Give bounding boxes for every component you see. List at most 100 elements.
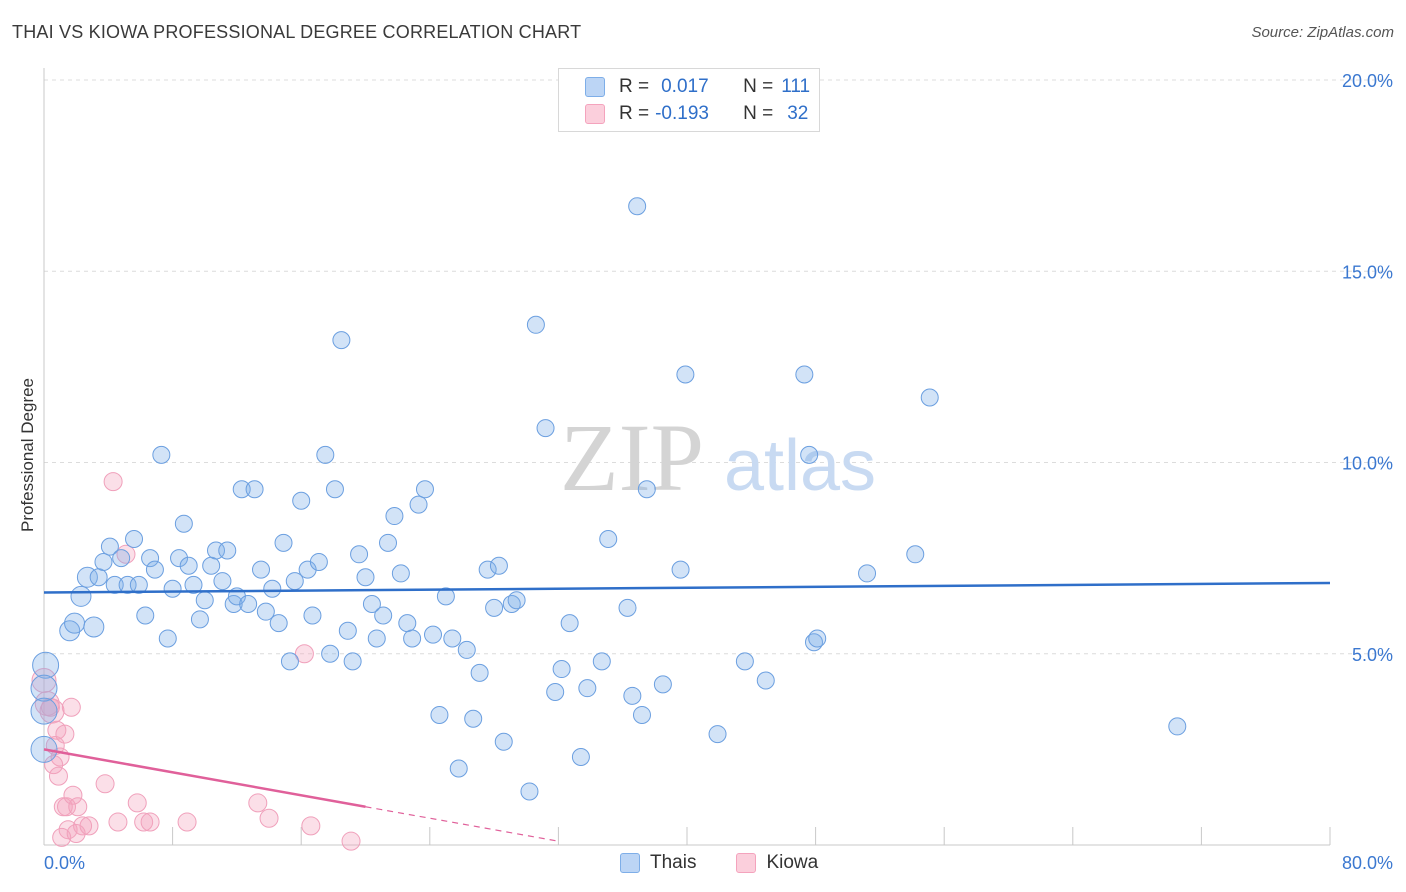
chart-title: THAI VS KIOWA PROFESSIONAL DEGREE CORREL…: [12, 22, 582, 42]
kiowa-n-label: N =: [743, 103, 774, 124]
legend-item-kiowa: Kiowa: [736, 852, 818, 874]
thais-point: [385, 507, 404, 526]
thais-point: [343, 652, 362, 671]
kiowa-swatch: [585, 104, 605, 124]
thais-point: [424, 625, 443, 644]
kiowa-point: [61, 697, 81, 717]
thais-r-value: 0.017: [661, 76, 709, 97]
thais-point: [436, 587, 455, 606]
kiowa-point: [63, 785, 83, 805]
kiowa-trend-line: [43, 748, 366, 808]
y-tick-label: 10.0%: [1342, 454, 1393, 474]
thais-point: [571, 748, 590, 767]
thais-point: [671, 560, 690, 579]
thais-point: [350, 545, 369, 564]
kiowa-point: [73, 816, 93, 836]
x-tick-label-max: 80.0%: [1342, 853, 1393, 873]
thais-point: [338, 621, 357, 640]
kiowa-point: [108, 812, 128, 832]
kiowa-point: [177, 812, 197, 832]
kiowa-point: [55, 724, 75, 744]
thais-point: [332, 331, 351, 350]
thais-point: [560, 614, 579, 633]
thais-point: [303, 606, 322, 625]
thais-point: [632, 705, 651, 724]
kiowa-point: [134, 812, 154, 832]
kiowa-point: [259, 808, 279, 828]
kiowa-point: [44, 755, 64, 775]
kiowa-legend-swatch: [736, 853, 757, 873]
thais-point: [89, 568, 108, 587]
kiowa-point: [68, 797, 88, 817]
thais-point: [316, 445, 335, 464]
kiowa-point: [294, 644, 314, 664]
thais-point: [485, 598, 504, 617]
kiowa-n-value: 32: [787, 103, 809, 124]
thais-trend-line: [43, 581, 1331, 594]
thais-legend-label: Thais: [650, 852, 697, 873]
thais-point: [708, 725, 727, 744]
thais-swatch: [585, 77, 605, 97]
thais-point: [592, 652, 611, 671]
thais-point: [489, 556, 508, 575]
kiowa-point: [127, 793, 147, 813]
thais-point: [552, 660, 571, 679]
thais-point: [520, 782, 539, 801]
kiowa-point: [301, 816, 321, 836]
thais-n-label: N =: [743, 76, 774, 97]
thais-point: [239, 595, 258, 614]
thais-point: [213, 572, 232, 591]
thais-point: [70, 585, 92, 607]
thais-point: [136, 606, 155, 625]
thais-point: [391, 564, 410, 583]
kiowa-points: [31, 472, 361, 851]
legend-row-kiowa: R = -0.193 N = 32: [585, 101, 808, 127]
thais-point: [83, 616, 105, 638]
thais-point: [379, 533, 398, 552]
thais-point: [252, 560, 271, 579]
thais-point: [536, 419, 555, 438]
thais-points: [30, 197, 1187, 801]
thais-point: [367, 629, 386, 648]
thais-point: [321, 644, 340, 663]
thais-point: [105, 575, 124, 594]
thais-point: [795, 365, 814, 384]
thais-point: [195, 591, 214, 610]
x-tick-label-min: 0.0%: [44, 853, 85, 873]
thais-point: [112, 549, 131, 568]
y-tick-label: 20.0%: [1342, 71, 1393, 91]
thais-point: [457, 640, 476, 659]
thais-point: [129, 575, 148, 594]
thais-point: [398, 614, 417, 633]
thais-point: [263, 579, 282, 598]
thais-point: [30, 674, 58, 702]
chart-source: Source: ZipAtlas.com: [1251, 24, 1394, 41]
thais-point: [403, 629, 422, 648]
thais-point: [232, 480, 251, 499]
thais-point: [125, 530, 144, 548]
thais-point: [190, 610, 209, 629]
thais-point: [415, 480, 434, 499]
grid-lines: [44, 79, 1395, 655]
trend-lines: [43, 581, 1331, 842]
thais-point: [735, 652, 754, 671]
thais-point: [145, 560, 164, 579]
thais-point: [158, 629, 177, 648]
thais-point: [280, 652, 299, 671]
thais-point: [676, 365, 695, 384]
thais-point: [443, 629, 462, 648]
thais-point: [430, 705, 449, 724]
legend-row-thais: R = 0.017 N = 111: [585, 74, 810, 100]
thais-point: [478, 560, 497, 579]
thais-point: [94, 552, 113, 571]
kiowa-point: [57, 797, 77, 817]
axes: [43, 68, 1331, 846]
thais-point: [274, 533, 293, 552]
kiowa-point: [79, 816, 99, 836]
thais-point: [618, 598, 637, 617]
thais-r-label: R =: [619, 76, 650, 97]
y-tick-label: 5.0%: [1352, 645, 1393, 665]
kiowa-point: [248, 793, 268, 813]
kiowa-point: [95, 774, 115, 794]
thais-point: [309, 552, 328, 571]
